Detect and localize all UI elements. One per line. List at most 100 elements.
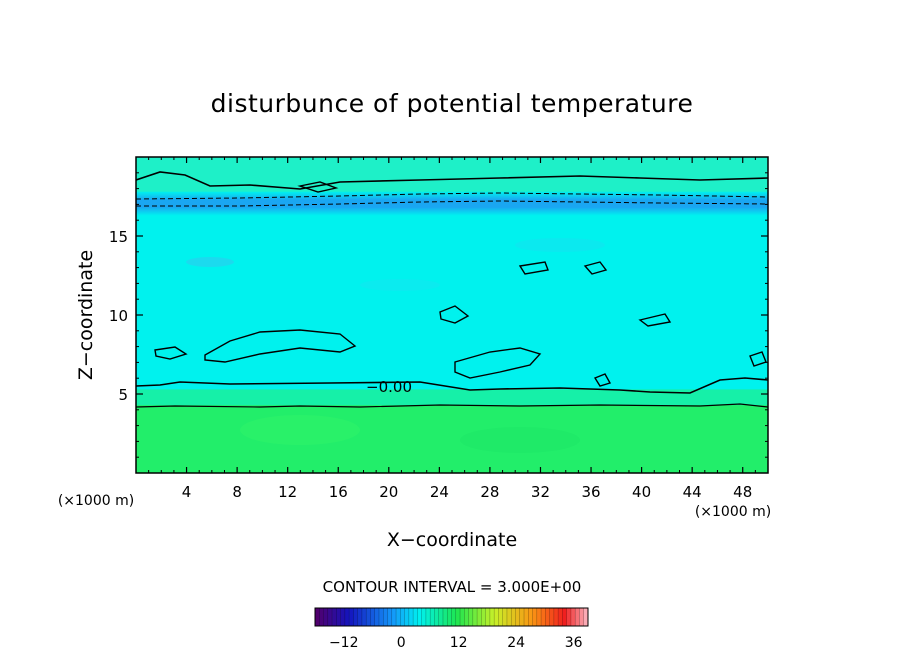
colorbar-cell xyxy=(485,608,491,626)
colorbar-cell xyxy=(575,608,580,626)
field-region-0 xyxy=(136,405,768,473)
colorbar-tick-label: −12 xyxy=(329,635,359,651)
x-tick-label: 44 xyxy=(683,483,702,501)
colorbar-cell xyxy=(541,608,546,626)
colorbar-cell xyxy=(417,608,422,626)
contour-interval-text: CONTOUR INTERVAL = 3.000E+00 xyxy=(323,578,582,596)
field-region-1 xyxy=(136,389,768,406)
colorbar-cell xyxy=(562,608,567,626)
colorbar-cell xyxy=(315,608,320,626)
colorbar-cell xyxy=(425,608,431,626)
colorbar-cell xyxy=(515,608,521,626)
colorbar-cell xyxy=(511,608,516,626)
y-axis: 5 10 15 xyxy=(109,172,768,458)
contour-island-7 xyxy=(638,313,672,327)
contour-line-0 xyxy=(136,403,768,408)
colorbar-tick-label: 24 xyxy=(507,635,525,651)
x-tick-label: 4 xyxy=(182,483,192,501)
colorbar-cell xyxy=(489,608,495,626)
colorbar-cell xyxy=(570,608,576,626)
colorbar-cell xyxy=(421,608,427,626)
y-axis-title: Z−coordinate xyxy=(75,250,97,380)
field-region-2 xyxy=(136,215,768,390)
y-tick-label: 15 xyxy=(109,228,128,246)
x-unit-right: (×1000 m) xyxy=(695,504,771,520)
field-patch-3 xyxy=(240,415,360,445)
y-tick-label: 5 xyxy=(118,386,128,404)
colorbar-cell xyxy=(442,608,448,626)
contour-line-4 xyxy=(136,200,768,207)
x-tick-label: 20 xyxy=(379,483,398,501)
colorbar-cell xyxy=(344,608,350,626)
colorbar-cell xyxy=(374,608,380,626)
colorbar-tick-label: 36 xyxy=(565,635,583,651)
colorbar-cell xyxy=(396,608,401,626)
x-tick-label: 36 xyxy=(581,483,600,501)
colorbar-cell xyxy=(536,608,542,626)
colorbar-cell xyxy=(472,608,478,626)
colorbar-cell xyxy=(408,608,414,626)
colorbar-cell xyxy=(413,608,418,626)
colorbar-cell xyxy=(528,608,533,626)
contour-island-0 xyxy=(204,329,357,363)
colorbar-cell xyxy=(477,608,482,626)
colorbar-cell xyxy=(566,608,572,626)
x-tick-label: 48 xyxy=(733,483,752,501)
y-tick-label: 10 xyxy=(109,307,128,325)
contour-line-1 xyxy=(136,377,768,394)
colorbar-cell xyxy=(404,608,410,626)
colorbar-cell xyxy=(434,608,440,626)
x-tick-label: 32 xyxy=(531,483,550,501)
colorbar-cell xyxy=(549,608,555,626)
field-patch-4 xyxy=(460,427,580,453)
colorbar-cell xyxy=(553,608,559,626)
colorbar-cell xyxy=(558,608,563,626)
contour-line-3 xyxy=(136,192,768,200)
colorbar-cell xyxy=(332,608,337,626)
colorbar-cell xyxy=(327,608,333,626)
colorbar-cell xyxy=(481,608,486,626)
colorbar-cell xyxy=(498,608,503,626)
field-patch-2 xyxy=(515,238,605,252)
x-axis: 4 8 12 16 20 24 28 32 36 40 44 48 xyxy=(148,157,756,501)
field-patch-0 xyxy=(186,257,234,267)
colorbar-cell xyxy=(502,608,508,626)
colorbar-cell xyxy=(579,608,585,626)
colorbar-cell xyxy=(506,608,512,626)
colorbar-cell xyxy=(378,608,384,626)
colorbar-cell xyxy=(468,608,474,626)
colorbar-cell xyxy=(391,608,397,626)
colorbar-cell xyxy=(387,608,393,626)
colorbar-cell xyxy=(455,608,461,626)
x-tick-label: 28 xyxy=(480,483,499,501)
colorbar-ticks: −12 0 12 24 36 xyxy=(329,635,583,651)
plot-area xyxy=(136,157,768,473)
colorbar-tick-label: 0 xyxy=(397,635,406,651)
colorbar-cell xyxy=(336,608,341,626)
contour-line-2 xyxy=(136,171,768,190)
contour-island-2 xyxy=(439,305,470,324)
contour-value-label: −0.00 xyxy=(366,378,412,396)
x-unit-left: (×1000 m) xyxy=(58,493,134,509)
x-tick-label: 16 xyxy=(329,483,348,501)
colorbar-cell xyxy=(545,608,550,626)
colorbar-frame xyxy=(314,607,589,627)
colorbar-cell xyxy=(357,608,363,626)
x-tick-label: 12 xyxy=(278,483,297,501)
contour-island-5 xyxy=(154,346,188,360)
contour-island-3 xyxy=(518,261,549,275)
x-tick-label: 40 xyxy=(632,483,651,501)
colorbar-cell xyxy=(430,608,435,626)
colorbar-cell xyxy=(400,608,405,626)
colorbar-cell xyxy=(532,608,538,626)
colorbar-cell xyxy=(494,608,499,626)
colorbar-cell xyxy=(519,608,525,626)
x-tick-label: 24 xyxy=(430,483,449,501)
chart-title: disturbunce of potential temperature xyxy=(211,89,694,118)
contour-island-4 xyxy=(583,261,608,275)
x-axis-title: X−coordinate xyxy=(387,529,517,551)
colorbar-cell xyxy=(340,608,346,626)
colorbar xyxy=(314,607,589,627)
colorbar-cell xyxy=(583,608,589,626)
colorbar-cell xyxy=(524,608,529,626)
